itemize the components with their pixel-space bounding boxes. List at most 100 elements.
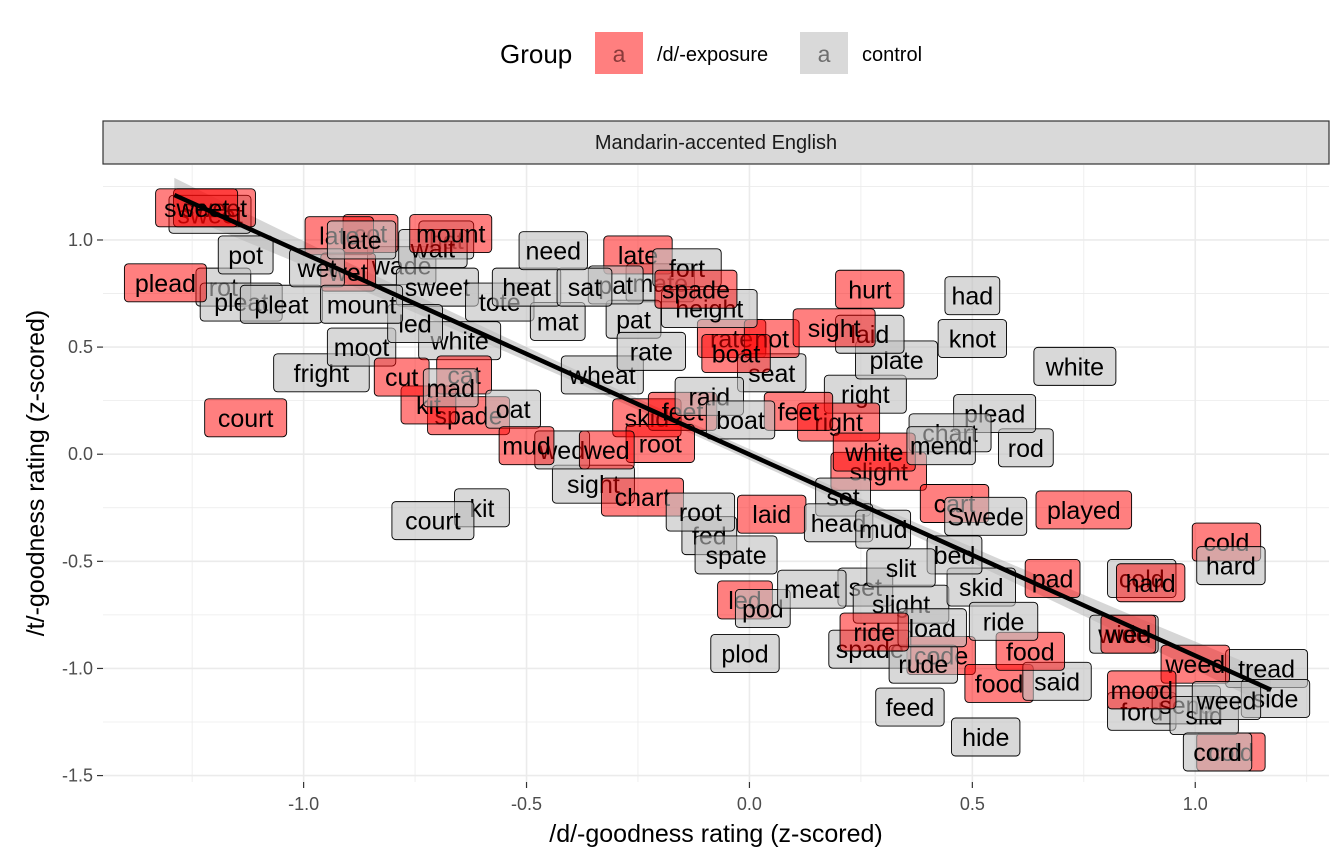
point-label-box [654,269,738,309]
point-label-box [1100,614,1157,654]
point-label: rod [997,428,1054,468]
point-label-text: white [1045,353,1104,381]
point-label-text: load [909,615,956,643]
point-label: plead [123,263,207,303]
point-label-box [665,492,736,532]
point-label-text: Swede [947,503,1023,531]
point-label-box [1033,346,1117,386]
point-label: Swede [944,496,1028,536]
point-label-box [422,368,479,408]
point-label-box [951,717,1021,757]
point-label-text: plead [135,270,196,298]
point-label-text: hide [962,724,1009,752]
point-label-text: sat [568,274,601,302]
y-axis-title: /t/-goodness rating (z-scored) [22,310,50,637]
y-tick-label: -0.5 [62,551,93,571]
y-tick-label: -1.5 [62,766,93,786]
point-label-text: rod [1008,435,1044,463]
point-label: sat [556,267,613,307]
point-label-text: white [844,439,903,467]
point-label: oat [485,389,542,429]
point-label-text: sight [808,315,861,343]
point-label-box [694,535,778,575]
x-axis-ticks: -1.0 -0.5 0.0 0.5 1.0 [288,782,1208,814]
point-label-text: court [405,508,461,536]
point-label: played [1035,490,1133,530]
point-label: knot [937,319,1007,358]
point-label: food [995,631,1065,671]
point-label-text: mount [327,291,397,319]
x-tick-label: 0.0 [737,794,762,814]
point-label: feet [763,391,834,431]
legend-key-glyph-exposure: a [613,41,626,67]
point-label: hard [1196,546,1266,586]
point-label-text: had [951,283,993,311]
x-axis-title: /d/-goodness rating (z-scored) [549,820,882,848]
point-label-box [578,430,635,470]
point-label-text: pleat [254,291,308,319]
point-label: slit [866,548,936,588]
point-label: hurt [835,269,905,309]
point-label-text: late [618,242,658,270]
point-label: wed [578,430,635,470]
x-tick-label: 1.0 [1183,794,1208,814]
point-label: mend [906,426,976,466]
point-label-text: played [1047,497,1121,525]
point-label-text: meat [784,576,840,604]
point-label: spate [694,535,778,575]
y-tick-label: -1.0 [62,658,93,678]
point-label-box [835,269,905,309]
point-label-text: mad [426,375,475,403]
point-label-box [1196,546,1266,586]
point-label-text: wed [583,437,630,465]
point-label-text: cord [1193,739,1242,767]
point-label-text: cut [385,364,418,392]
point-label: root [665,492,736,532]
point-label-box [944,496,1028,536]
point-label-box [701,334,771,373]
point-label-text: pot [228,242,263,270]
point-label-text: mount [416,221,486,249]
point-label-text: led [398,311,431,339]
point-label: white [1033,346,1117,386]
point-label-box [944,276,1001,316]
point-label-box [792,308,876,348]
legend-key-exposure [595,32,643,74]
point-label-text: food [1006,638,1055,666]
point-label: mount [409,214,493,254]
point-label: weed [1191,681,1262,721]
point-label-text: mat [537,308,579,336]
y-tick-label: 1.0 [68,230,93,250]
point-label-box [968,601,1039,641]
point-label-text: pod [742,595,784,623]
point-label-text: root [679,499,722,527]
y-tick-label: 0.5 [68,337,93,357]
point-label-box [777,569,847,609]
point-label: mat [529,301,586,341]
point-label-box [616,331,687,371]
point-label: rate [616,331,687,371]
point-label: court [204,398,288,438]
point-label-text: mud [502,433,551,461]
point-label: court [391,501,475,541]
point-label-box [326,220,397,260]
point-label: need [518,231,588,271]
point-label: mud [498,426,555,466]
point-label-text: weed [1196,688,1257,716]
point-label: boat [705,400,776,440]
point-label-box [839,612,909,652]
point-label-text: boat [716,407,765,435]
point-label: pot [217,235,274,275]
point-label-text: rude [898,651,948,679]
point-label-box [875,687,945,727]
point-label-box [123,263,207,303]
point-label: pat [605,299,662,339]
point-label-text: need [525,238,581,266]
point-label-text: sweet [405,274,470,302]
point-label-text: moot [334,334,390,362]
regression-line-stroke [173,192,1272,692]
point-label: pleat [239,284,323,324]
point-label: feed [875,687,945,727]
legend-label-control: control [862,44,922,66]
legend: Group a /d/-exposure a control [500,32,922,74]
